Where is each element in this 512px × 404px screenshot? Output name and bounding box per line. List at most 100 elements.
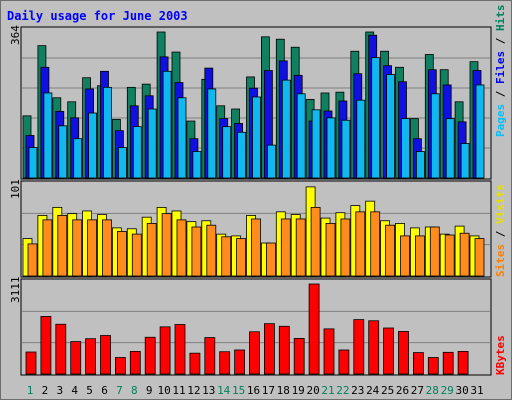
- bar-kbytes-day-6: [100, 335, 111, 375]
- bar-sites-day-3: [57, 215, 68, 277]
- bar-pages-day-5: [88, 112, 97, 179]
- bar-pages-day-23: [356, 99, 366, 179]
- bar-kbytes-day-29: [442, 351, 454, 375]
- bar-pages-day-7: [118, 147, 127, 179]
- bar-pages-day-11: [177, 97, 187, 179]
- bar-pages-day-16: [252, 96, 261, 179]
- bar-sites-day-5: [87, 219, 97, 277]
- bar-kbytes-day-23: [353, 319, 365, 375]
- bar-pages-day-13: [207, 88, 217, 179]
- x-tick-label-day-8: 8: [131, 384, 138, 397]
- x-tick-label-day-30: 30: [455, 384, 468, 397]
- legend-separator: /: [494, 84, 507, 104]
- bar-kbytes-day-12: [189, 352, 201, 375]
- x-tick-label-day-29: 29: [441, 384, 454, 397]
- bar-pages-day-22: [341, 119, 351, 179]
- x-tick-label-day-28: 28: [426, 384, 439, 397]
- legend-separator: /: [494, 31, 507, 51]
- x-tick-label-day-25: 25: [381, 384, 394, 397]
- x-tick-label-day-19: 19: [292, 384, 305, 397]
- bar-sites-day-15: [236, 238, 247, 277]
- bar-sites-day-4: [72, 219, 83, 277]
- bar-sites-day-20: [310, 206, 321, 277]
- bar-sites-day-13: [206, 224, 217, 277]
- x-tick-label-day-2: 2: [42, 384, 49, 397]
- x-tick-label-day-11: 11: [172, 384, 185, 397]
- x-tick-label-day-24: 24: [366, 384, 380, 397]
- bar-kbytes-day-28: [427, 357, 439, 375]
- y-max-label-kbytes: 3111: [9, 277, 22, 304]
- bar-pages-day-28: [430, 93, 440, 179]
- x-tick-label-day-13: 13: [202, 384, 215, 397]
- bar-sites-day-22: [340, 218, 351, 277]
- bar-kbytes-day-2: [40, 316, 52, 375]
- x-tick-label-day-1: 1: [27, 384, 34, 397]
- legend-kbytes: KBytes: [494, 335, 507, 375]
- x-tick-label-day-14: 14: [217, 384, 231, 397]
- bar-kbytes-day-4: [70, 341, 82, 375]
- bar-kbytes-day-9: [144, 336, 156, 375]
- bar-pages-day-29: [445, 118, 455, 179]
- legend-separator: /: [494, 224, 507, 244]
- bar-pages-day-24: [371, 57, 381, 179]
- x-tick-label-day-20: 20: [306, 384, 319, 397]
- bar-pages-day-15: [237, 131, 247, 179]
- bar-kbytes-day-15: [234, 349, 246, 375]
- x-tick-label-day-15: 15: [232, 384, 245, 397]
- x-tick-label-day-31: 31: [470, 384, 483, 397]
- bar-kbytes-day-21: [323, 328, 335, 375]
- bar-pages-day-30: [460, 143, 470, 179]
- bar-pages-day-20: [311, 109, 321, 179]
- y-max-label-hits: 364: [9, 25, 22, 45]
- bar-sites-day-7: [117, 231, 127, 277]
- bar-pages-day-4: [73, 138, 83, 179]
- bar-sites-day-8: [131, 233, 142, 277]
- bar-sites-day-16: [251, 218, 261, 277]
- bar-pages-day-9: [147, 108, 157, 179]
- bar-pages-day-14: [222, 126, 232, 179]
- bar-kbytes-day-3: [55, 323, 67, 375]
- bar-kbytes-day-20: [308, 283, 320, 375]
- bar-sites-day-30: [459, 232, 470, 277]
- legend-hits-label: Hits: [494, 5, 507, 32]
- bar-sites-day-1: [27, 243, 38, 277]
- bar-kbytes-day-10: [159, 326, 171, 375]
- bar-sites-day-12: [191, 226, 202, 277]
- legend-hits-files-pages: Pages / Files / Hits: [494, 5, 507, 138]
- bar-sites-day-26: [400, 235, 410, 277]
- bar-sites-day-23: [355, 211, 366, 277]
- x-tick-label-day-22: 22: [336, 384, 349, 397]
- bar-pages-day-21: [326, 117, 336, 179]
- x-tick-label-day-27: 27: [411, 384, 424, 397]
- legend-sites-label: Sites: [494, 244, 507, 277]
- bar-sites-day-27: [414, 235, 425, 277]
- bar-sites-day-31: [474, 238, 485, 277]
- bar-kbytes-day-19: [293, 338, 305, 375]
- bar-kbytes-day-25: [383, 327, 395, 375]
- bar-kbytes-day-30: [457, 351, 469, 375]
- bar-kbytes-day-24: [368, 320, 380, 375]
- bar-sites-day-24: [370, 211, 381, 277]
- legend-pages-label: Pages: [494, 104, 507, 137]
- bar-pages-day-8: [132, 126, 142, 179]
- bar-sites-day-19: [295, 218, 306, 277]
- bar-kbytes-day-26: [398, 331, 409, 375]
- bar-pages-day-27: [415, 151, 425, 179]
- x-tick-label-day-21: 21: [321, 384, 334, 397]
- x-tick-label-day-18: 18: [277, 384, 290, 397]
- bar-pages-day-25: [386, 74, 396, 179]
- bar-pages-day-31: [475, 84, 485, 179]
- bar-pages-day-6: [103, 86, 112, 179]
- bar-sites-day-11: [176, 219, 187, 277]
- bar-pages-day-3: [58, 125, 68, 179]
- x-tick-label-day-4: 4: [71, 384, 78, 397]
- bar-pages-day-19: [296, 93, 306, 179]
- bar-sites-day-6: [102, 219, 112, 277]
- bar-kbytes-day-5: [85, 338, 96, 375]
- y-max-label-visits: 101: [9, 179, 22, 199]
- bar-sites-day-9: [146, 223, 157, 277]
- bar-sites-day-18: [280, 218, 291, 277]
- x-tick-label-day-10: 10: [157, 384, 170, 397]
